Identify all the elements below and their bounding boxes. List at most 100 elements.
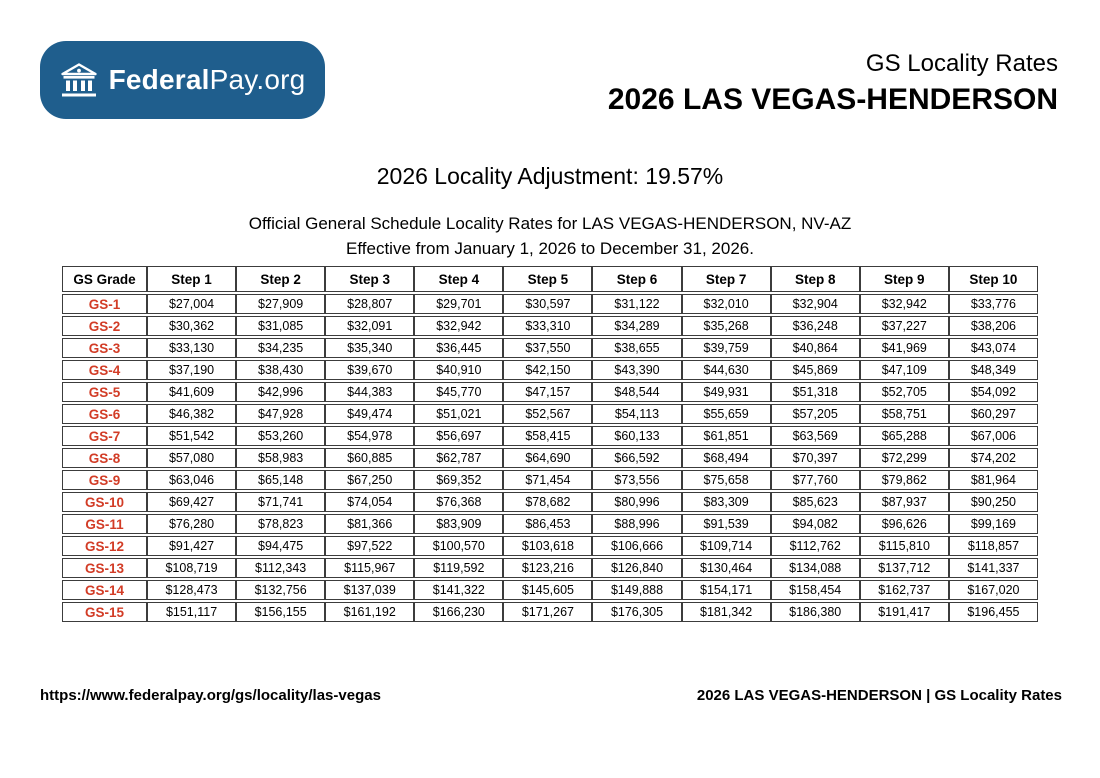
salary-cell: $35,340 <box>325 338 415 358</box>
salary-cell: $97,522 <box>325 536 415 556</box>
federalpay-logo[interactable]: FederalPay.org <box>40 41 325 119</box>
salary-cell: $106,666 <box>592 536 682 556</box>
grade-cell[interactable]: GS-5 <box>62 382 147 402</box>
table-row: GS-5 $41,609 $42,996 $44,383 $45,770 $47,157 $… <box>62 382 1038 402</box>
salary-cell: $32,942 <box>859 294 949 314</box>
salary-cell: $67,006 <box>948 426 1038 446</box>
salary-cell: $57,205 <box>770 404 860 424</box>
grade-cell[interactable]: GS-11 <box>62 514 147 534</box>
salary-cell: $196,455 <box>948 602 1038 622</box>
salary-cell: $156,155 <box>236 602 326 622</box>
salary-cell: $48,544 <box>592 382 682 402</box>
salary-cell: $118,857 <box>948 536 1038 556</box>
salary-cell: $67,250 <box>325 470 415 490</box>
salary-cell: $141,322 <box>414 580 504 600</box>
salary-cell: $45,770 <box>414 382 504 402</box>
salary-cell: $132,756 <box>236 580 326 600</box>
salary-cell: $73,556 <box>592 470 682 490</box>
salary-cell: $49,931 <box>681 382 771 402</box>
salary-cell: $161,192 <box>325 602 415 622</box>
salary-cell: $36,248 <box>770 316 860 336</box>
grade-cell[interactable]: GS-12 <box>62 536 147 556</box>
table-row: GS-13 $108,719 $112,343 $115,967 $119,592 $12… <box>62 558 1038 578</box>
page-title: 2026 LAS VEGAS-HENDERSON <box>607 82 1058 116</box>
salary-cell: $112,343 <box>236 558 326 578</box>
salary-cell: $158,454 <box>770 580 860 600</box>
salary-cell: $58,415 <box>503 426 593 446</box>
intro-block: 2026 Locality Adjustment: 19.57% Officia… <box>0 163 1100 259</box>
salary-cell: $47,109 <box>859 360 949 380</box>
salary-cell: $81,964 <box>948 470 1038 490</box>
salary-cell: $60,885 <box>325 448 415 468</box>
column-header: Step 10 <box>948 266 1038 292</box>
salary-cell: $74,202 <box>948 448 1038 468</box>
salary-cell: $44,383 <box>325 382 415 402</box>
salary-cell: $145,605 <box>503 580 593 600</box>
salary-cell: $126,840 <box>592 558 682 578</box>
table-row: GS-11 $76,280 $78,823 $81,366 $83,909 $86,453… <box>62 514 1038 534</box>
grade-cell[interactable]: GS-9 <box>62 470 147 490</box>
salary-cell: $49,474 <box>325 404 415 424</box>
salary-cell: $69,427 <box>147 492 237 512</box>
salary-cell: $74,054 <box>325 492 415 512</box>
salary-cell: $149,888 <box>592 580 682 600</box>
bank-icon <box>60 62 98 98</box>
grade-cell[interactable]: GS-13 <box>62 558 147 578</box>
salary-cell: $94,475 <box>236 536 326 556</box>
grade-cell[interactable]: GS-15 <box>62 602 147 622</box>
salary-cell: $34,235 <box>236 338 326 358</box>
page-subtitle: GS Locality Rates <box>865 50 1058 77</box>
salary-cell: $32,010 <box>681 294 771 314</box>
salary-cell: $81,366 <box>325 514 415 534</box>
salary-cell: $70,397 <box>770 448 860 468</box>
salary-cell: $78,682 <box>503 492 593 512</box>
salary-cell: $29,701 <box>414 294 504 314</box>
salary-cell: $167,020 <box>948 580 1038 600</box>
grade-cell[interactable]: GS-14 <box>62 580 147 600</box>
grade-cell[interactable]: GS-6 <box>62 404 147 424</box>
salary-cell: $109,714 <box>681 536 771 556</box>
salary-cell: $71,454 <box>503 470 593 490</box>
grade-cell[interactable]: GS-3 <box>62 338 147 358</box>
salary-cell: $34,289 <box>592 316 682 336</box>
grade-cell[interactable]: GS-4 <box>62 360 147 380</box>
salary-cell: $176,305 <box>592 602 682 622</box>
salary-cell: $137,039 <box>325 580 415 600</box>
salary-cell: $115,967 <box>325 558 415 578</box>
salary-cell: $100,570 <box>414 536 504 556</box>
salary-cell: $130,464 <box>681 558 771 578</box>
salary-cell: $166,230 <box>414 602 504 622</box>
table-row: GS-10 $69,427 $71,741 $74,054 $76,368 $78,682… <box>62 492 1038 512</box>
salary-cell: $83,309 <box>681 492 771 512</box>
salary-cell: $69,352 <box>414 470 504 490</box>
salary-cell: $64,690 <box>503 448 593 468</box>
logo-word-pay-org: Pay.org <box>209 64 306 95</box>
grade-cell[interactable]: GS-1 <box>62 294 147 314</box>
salary-cell: $86,453 <box>503 514 593 534</box>
salary-cell: $48,349 <box>948 360 1038 380</box>
salary-cell: $52,705 <box>859 382 949 402</box>
salary-cell: $37,190 <box>147 360 237 380</box>
salary-cell: $32,942 <box>414 316 504 336</box>
salary-cell: $58,751 <box>859 404 949 424</box>
salary-cell: $141,337 <box>948 558 1038 578</box>
salary-cell: $171,267 <box>503 602 593 622</box>
grade-cell[interactable]: GS-7 <box>62 426 147 446</box>
salary-cell: $60,133 <box>592 426 682 446</box>
salary-cell: $87,937 <box>859 492 949 512</box>
locality-adjustment-line: 2026 Locality Adjustment: 19.57% <box>376 163 724 189</box>
grade-cell[interactable]: GS-8 <box>62 448 147 468</box>
source-url[interactable]: https://www.federalpay.org/gs/locality/l… <box>40 687 381 704</box>
grade-cell[interactable]: GS-10 <box>62 492 147 512</box>
table-header: GS Grade Step 1 Step 2 Step 3 Step 4 Step 5 St… <box>62 266 1038 292</box>
salary-cell: $51,542 <box>147 426 237 446</box>
salary-cell: $108,719 <box>147 558 237 578</box>
grade-cell[interactable]: GS-2 <box>62 316 147 336</box>
salary-cell: $151,117 <box>147 602 237 622</box>
salary-cell: $162,737 <box>859 580 949 600</box>
salary-cell: $191,417 <box>859 602 949 622</box>
table-row: GS-8 $57,080 $58,983 $60,885 $62,787 $64,690 $… <box>62 448 1038 468</box>
salary-cell: $76,368 <box>414 492 504 512</box>
salary-cell: $103,618 <box>503 536 593 556</box>
salary-cell: $31,085 <box>236 316 326 336</box>
